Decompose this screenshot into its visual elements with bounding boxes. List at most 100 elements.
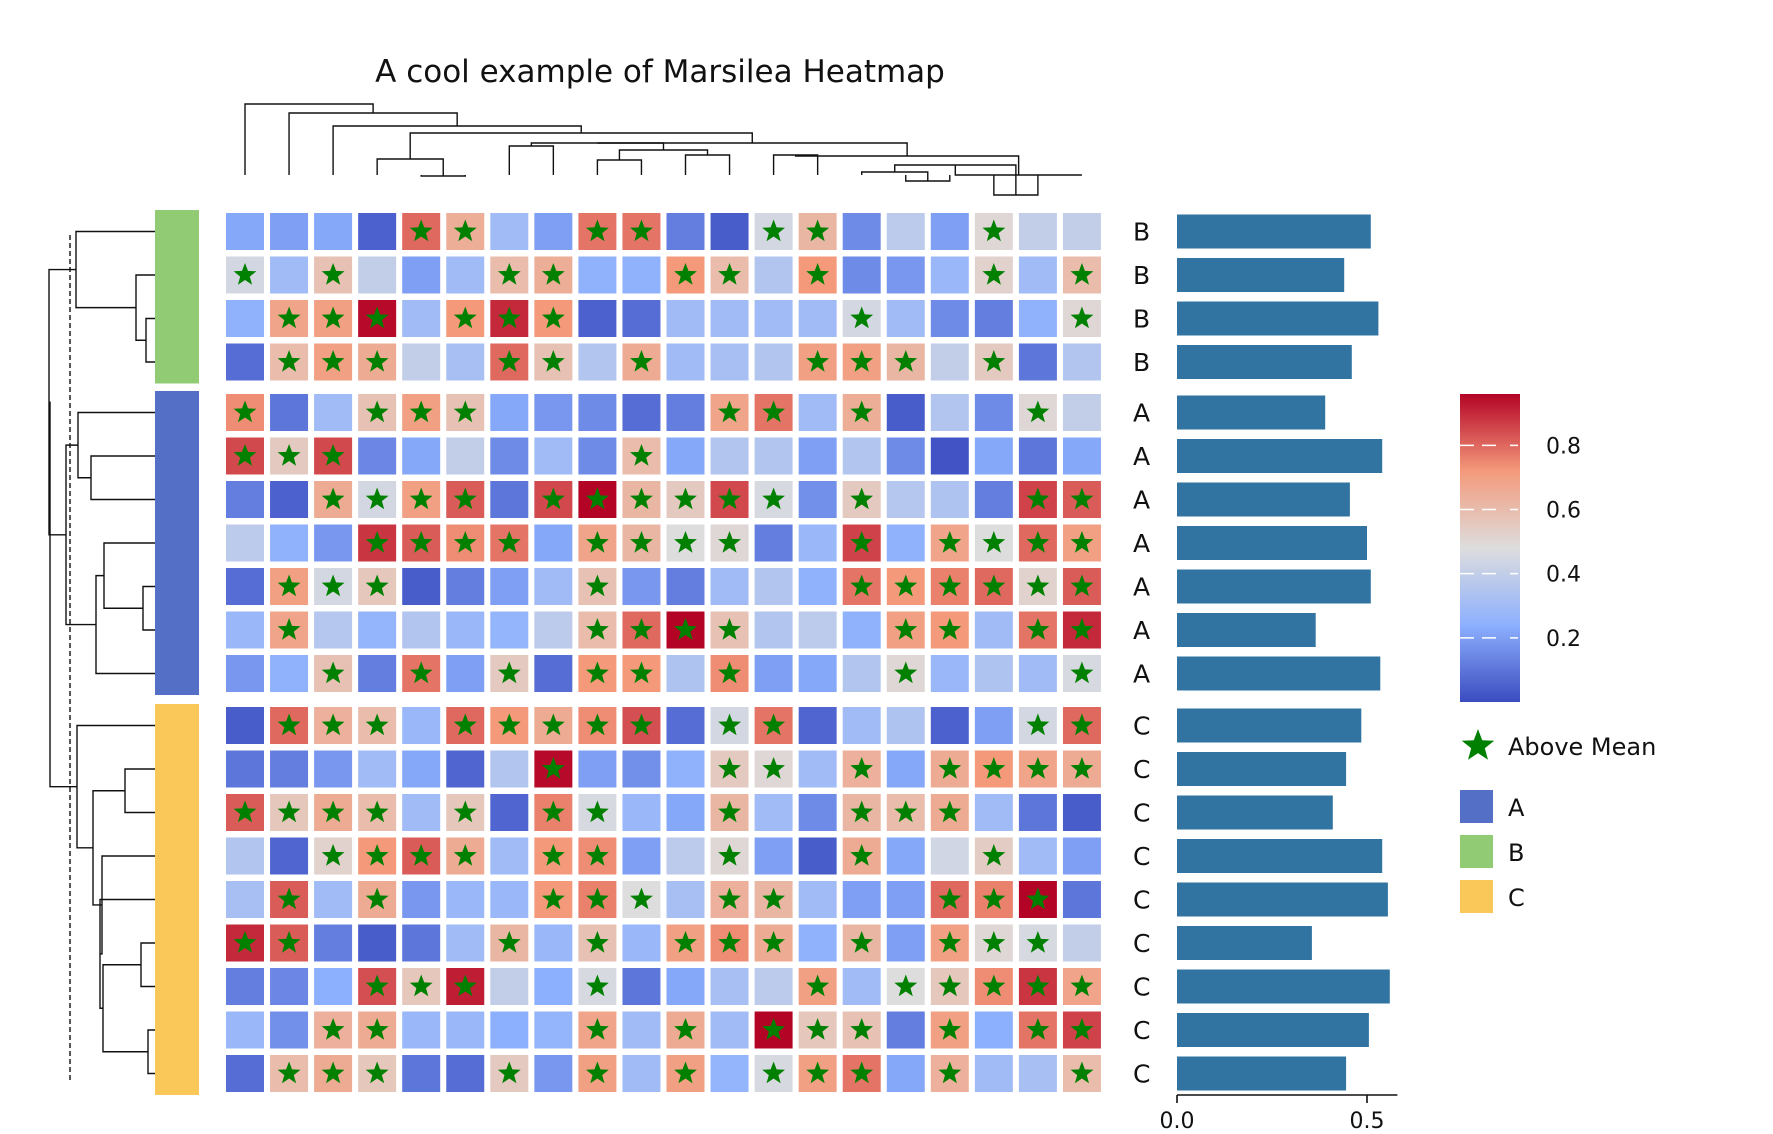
heatmap-cell — [446, 1011, 485, 1049]
heatmap-cell — [1062, 794, 1101, 831]
row-bar — [1177, 214, 1371, 249]
legend-label-a: A — [1508, 794, 1525, 822]
heatmap-cell — [974, 394, 1013, 431]
star-marker — [453, 713, 477, 736]
row-label: B — [1133, 348, 1150, 377]
heatmap-cell — [666, 213, 705, 250]
heatmap-cell — [534, 968, 573, 1005]
star-marker — [1070, 531, 1094, 553]
star-marker — [894, 661, 918, 684]
star-marker — [233, 444, 257, 466]
row-label: A — [1133, 529, 1150, 558]
star-marker — [321, 800, 345, 823]
heatmap-cell — [754, 300, 793, 337]
star-marker — [718, 618, 741, 640]
star-marker — [630, 887, 653, 910]
heatmap-cell — [798, 300, 837, 337]
row-bar — [1177, 569, 1371, 604]
star-marker — [674, 618, 697, 640]
star-marker — [674, 1061, 697, 1084]
star-marker — [762, 487, 785, 510]
heatmap-cell — [226, 524, 264, 562]
heatmap-cell — [886, 394, 925, 431]
row-dendrogram-link — [77, 411, 155, 479]
star-marker — [586, 931, 609, 953]
star-marker — [718, 400, 741, 423]
heatmap-cell — [666, 343, 705, 381]
star-marker — [806, 263, 830, 285]
heatmap-cell — [798, 750, 837, 788]
star-marker — [1026, 618, 1050, 640]
star-marker — [762, 887, 785, 910]
heatmap-cell — [314, 524, 353, 562]
star-marker — [541, 487, 565, 510]
heatmap-cell — [886, 750, 925, 788]
star-marker — [806, 1061, 830, 1084]
star-marker — [982, 757, 1006, 779]
star-marker — [630, 661, 653, 684]
star-marker — [850, 350, 874, 372]
heatmap-cell — [842, 655, 881, 692]
heatmap-cell — [1062, 881, 1101, 918]
heatmap-cell — [886, 924, 925, 962]
star-marker — [365, 800, 389, 823]
chart-title: A cool example of Marsilea Heatmap — [375, 54, 945, 90]
column-dendrogram-link — [288, 112, 458, 175]
heatmap-cell — [930, 437, 969, 475]
heatmap-cell — [314, 924, 353, 962]
star-marker — [1070, 574, 1094, 597]
row-dendrogram-link — [103, 542, 155, 609]
heatmap-cell — [886, 300, 925, 337]
heatmap-cell — [798, 394, 837, 431]
star-marker — [894, 800, 918, 823]
star-marker — [233, 931, 257, 953]
column-dendrogram-link — [954, 165, 1082, 176]
star-marker — [982, 887, 1006, 910]
star-marker — [1070, 263, 1094, 285]
star-marker — [1070, 306, 1094, 329]
star-marker — [718, 487, 741, 510]
star-marker — [674, 487, 697, 510]
star-marker — [321, 661, 345, 684]
star-marker — [806, 219, 830, 242]
star-marker — [277, 800, 301, 823]
star-marker — [1026, 1018, 1050, 1040]
star-marker — [497, 263, 521, 285]
star-marker — [938, 1061, 962, 1084]
star-marker — [586, 219, 609, 242]
heatmap-cell — [270, 524, 309, 562]
star-marker — [718, 887, 741, 910]
star-marker — [1070, 713, 1094, 736]
heatmap-cell — [974, 794, 1013, 831]
heatmap-cell — [842, 611, 881, 649]
star-marker — [321, 1061, 345, 1084]
row-label: C — [1133, 842, 1150, 871]
star-marker — [1026, 574, 1050, 597]
star-marker — [586, 887, 609, 910]
star-marker — [277, 931, 301, 953]
star-marker — [1026, 713, 1050, 736]
heatmap-cell — [402, 568, 441, 605]
heatmap-cell — [666, 794, 705, 831]
heatmap-cell — [1062, 394, 1101, 431]
star-marker — [365, 350, 389, 372]
heatmap-cell — [1018, 437, 1057, 475]
row-dendrogram-link — [100, 855, 155, 955]
heatmap-cell — [666, 394, 705, 431]
star-marker — [982, 974, 1006, 997]
star-marker — [541, 713, 565, 736]
star-marker — [409, 974, 433, 997]
heatmap-cell — [1018, 300, 1057, 337]
heatmap-cell — [314, 394, 353, 431]
heatmap-cell — [710, 568, 749, 605]
row-dendrogram-link — [147, 1029, 155, 1075]
group-bar-a — [155, 391, 199, 695]
row-label: A — [1133, 616, 1150, 645]
row-bar — [1177, 882, 1388, 917]
heatmap-cell — [754, 611, 793, 649]
heatmap-cell — [402, 881, 441, 918]
star-marker — [365, 1061, 389, 1084]
row-label: C — [1133, 755, 1150, 784]
heatmap-cell — [226, 300, 264, 337]
heatmap-cell — [930, 481, 969, 518]
